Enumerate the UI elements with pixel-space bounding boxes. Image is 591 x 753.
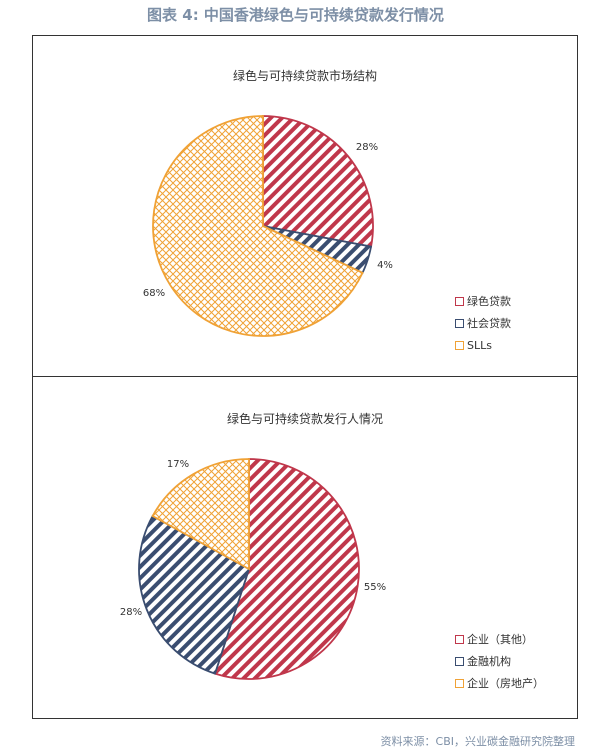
data-label: 17%: [167, 459, 189, 470]
legend-label: 绿色贷款: [467, 295, 511, 308]
market-structure-panel: 绿色与可持续贷款市场结构 28% 4% 68% 绿色贷款 社会贷款 SLLs: [32, 35, 578, 377]
legend-label: 社会贷款: [467, 317, 511, 330]
chart-title: 绿色与可持续贷款市场结构: [232, 69, 377, 83]
chart-title: 绿色与可持续贷款发行人情况: [226, 412, 383, 426]
legend-swatch-red: [455, 634, 464, 644]
pie-slice: [138, 514, 251, 675]
data-label: 28%: [356, 142, 378, 153]
figure-title: 图表 4: 中国香港绿色与可持续贷款发行情况: [147, 6, 444, 24]
legend: 绿色贷款 社会贷款 SLLs: [455, 290, 511, 356]
legend-item-corporate-real-estate: 企业（房地产）: [455, 672, 544, 694]
legend-item-financial-institutions: 金融机构: [455, 650, 544, 672]
data-label: 4%: [377, 260, 393, 271]
legend-item-slls: SLLs: [455, 334, 511, 356]
pie-slice: [213, 458, 360, 680]
legend-label: 企业（房地产）: [467, 677, 544, 690]
legend: 企业（其他） 金融机构 企业（房地产）: [455, 628, 544, 694]
market-structure-pie: 28% 4% 68%: [143, 115, 393, 337]
legend-label: 企业（其他）: [467, 633, 533, 646]
legend-item-corporate-other: 企业（其他）: [455, 628, 544, 650]
legend-swatch-navy: [455, 318, 464, 328]
data-label: 55%: [364, 582, 386, 593]
pie-slice: [152, 115, 364, 337]
legend-label: 金融机构: [467, 655, 511, 668]
legend-swatch-orange: [455, 678, 464, 688]
legend-label: SLLs: [467, 338, 492, 352]
legend-item-green-loans: 绿色贷款: [455, 290, 511, 312]
data-label: 28%: [120, 607, 142, 618]
pie-slice: [262, 115, 374, 248]
legend-swatch-red: [455, 296, 464, 306]
issuer-panel: 绿色与可持续贷款发行人情况 55% 28% 17% 企业（其他） 金融机构 企业（房…: [32, 376, 578, 719]
legend-swatch-navy: [455, 656, 464, 666]
pie-slice: [151, 458, 250, 571]
data-label: 68%: [143, 288, 165, 299]
legend-swatch-orange: [455, 340, 464, 350]
legend-item-social-loans: 社会贷款: [455, 312, 511, 334]
source-note: 资料来源：CBI，兴业碳金融研究院整理: [380, 735, 575, 748]
issuer-pie: 55% 28% 17%: [120, 458, 386, 680]
